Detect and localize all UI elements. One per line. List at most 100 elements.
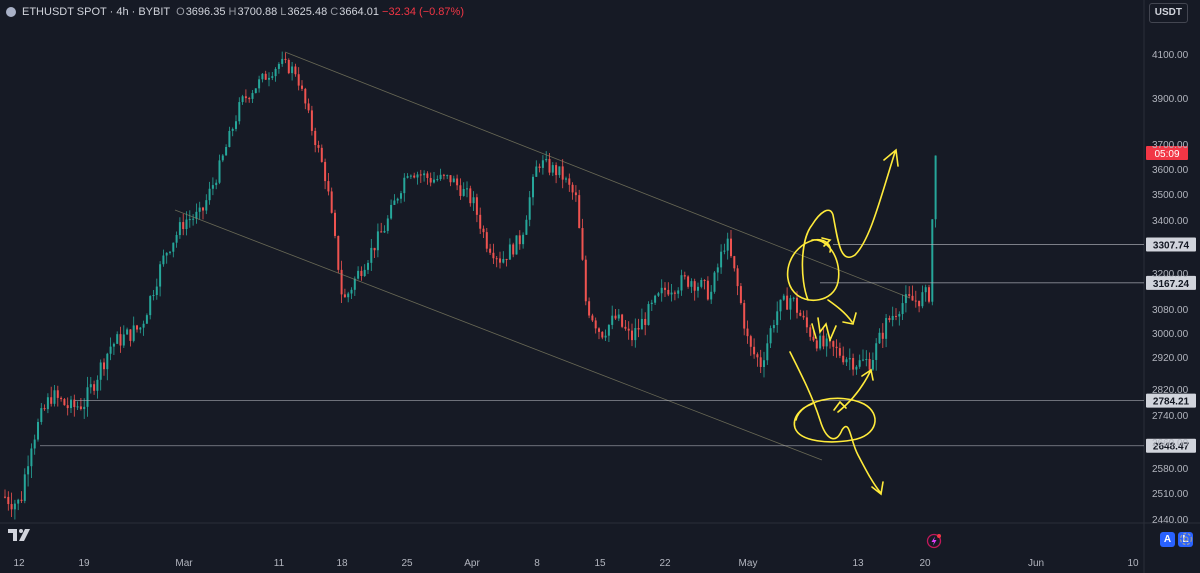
candle-body	[126, 329, 129, 335]
x-tick-label: Mar	[175, 558, 193, 569]
candle-body	[548, 158, 551, 173]
candle-body	[96, 379, 99, 391]
candle-body	[895, 315, 897, 317]
candle-body	[175, 235, 178, 243]
candle-body	[228, 130, 231, 148]
channel-upper-line	[284, 51, 911, 299]
candle-body	[858, 360, 861, 367]
candle-body	[449, 175, 452, 183]
candle-body	[211, 185, 214, 189]
candle-body	[251, 93, 254, 99]
candle-body	[673, 292, 676, 294]
candle-body	[459, 185, 462, 196]
last-price-tag	[1146, 145, 1188, 160]
gear-icon[interactable]	[1178, 531, 1194, 547]
candle-body	[825, 338, 828, 347]
candle-body	[258, 79, 261, 89]
candle-body	[17, 499, 20, 504]
level-price-tag	[1146, 275, 1196, 290]
candle-body	[568, 178, 571, 185]
symbol-title[interactable]: ETHUSDT SPOT · 4h · BYBIT	[22, 6, 171, 18]
candle-body	[749, 336, 752, 347]
candle-body	[106, 353, 109, 370]
candle-body	[380, 231, 383, 233]
candle-body	[238, 102, 241, 122]
candle-body	[254, 88, 257, 94]
candle-body	[86, 387, 89, 407]
candle-body	[532, 176, 534, 198]
candle-body	[670, 292, 673, 295]
x-tick-label: Jun	[1028, 558, 1044, 569]
candle-body	[805, 317, 808, 328]
upper-circle	[786, 238, 840, 301]
candle-body	[621, 314, 624, 327]
candle-body	[310, 110, 313, 131]
candle-body	[281, 58, 284, 64]
channel-drawing	[174, 51, 911, 461]
candle-body	[416, 174, 419, 178]
candle-body	[581, 228, 584, 260]
candle-body	[852, 358, 855, 370]
candle-body	[40, 408, 43, 422]
auto-scale-button[interactable]: A	[1160, 532, 1175, 547]
candle-body	[264, 73, 267, 80]
candle-body	[558, 166, 561, 176]
candle-body	[334, 212, 336, 236]
candle-body	[27, 466, 30, 475]
candle-body	[66, 405, 69, 409]
lower-arrow-head	[871, 481, 884, 496]
currency-selector-button[interactable]: USDT	[1148, 3, 1188, 23]
candle-body	[129, 329, 132, 341]
candle-body	[591, 315, 594, 321]
candle-body	[182, 222, 185, 230]
candle-body	[720, 251, 723, 268]
candle-body	[20, 499, 23, 501]
lower-small-arrow	[833, 400, 847, 411]
candle-body	[928, 287, 930, 302]
candle-body	[819, 335, 822, 349]
candle-body	[149, 296, 152, 316]
candle-body	[697, 286, 699, 291]
candle-body	[888, 318, 891, 320]
candle-body	[759, 357, 762, 367]
candle-body	[357, 270, 360, 279]
candle-body	[294, 66, 297, 75]
x-tick-label: 19	[78, 558, 90, 569]
yellow-annotations	[786, 148, 899, 496]
candlestick-series	[4, 51, 937, 520]
candle-body	[268, 77, 270, 80]
candle-body	[812, 336, 815, 341]
candle-body	[786, 295, 789, 310]
candle-body	[545, 158, 548, 161]
flash-icon[interactable]	[926, 533, 942, 549]
candle-body	[320, 147, 323, 162]
candle-body	[634, 328, 637, 341]
candle-body	[654, 295, 657, 303]
candle-body	[439, 174, 442, 180]
candle-body	[225, 147, 228, 156]
candle-body	[756, 354, 759, 358]
candle-body	[624, 326, 627, 329]
candle-body	[373, 247, 376, 251]
candle-body	[13, 503, 16, 510]
x-tick-label: 11	[274, 558, 285, 569]
candle-body	[393, 200, 396, 205]
candle-body	[37, 421, 39, 440]
price-axis: 4100.00 3900.00 3700.00 3600.00 3500.00 3400.…	[1152, 50, 1189, 526]
candle-body	[152, 295, 155, 297]
candle-body	[472, 197, 475, 204]
candle-body	[205, 200, 208, 211]
candle-body	[555, 165, 558, 176]
candle-body	[763, 360, 765, 367]
candle-body	[505, 258, 508, 260]
candle-body	[918, 300, 921, 307]
candle-body	[492, 252, 495, 259]
level-price-label: 2784.21	[1153, 397, 1190, 408]
candle-body	[291, 66, 294, 74]
level-price-tag	[1146, 393, 1196, 408]
upper-arrow-head	[883, 148, 899, 167]
candle-body	[631, 330, 633, 341]
candle-body	[142, 323, 145, 328]
candle-body	[244, 96, 247, 99]
